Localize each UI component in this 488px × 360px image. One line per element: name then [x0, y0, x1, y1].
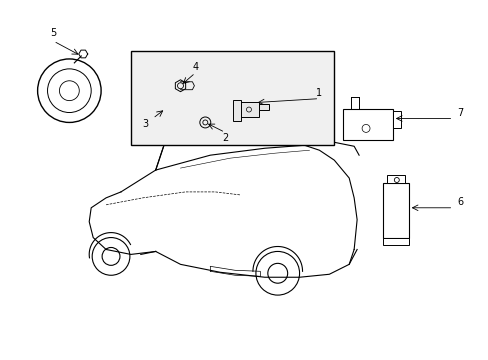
- Text: 2: 2: [222, 133, 228, 143]
- Text: 6: 6: [456, 197, 463, 207]
- Text: 1: 1: [316, 88, 322, 98]
- Text: 3: 3: [142, 120, 148, 130]
- Bar: [386, 175, 404, 183]
- Text: 4: 4: [192, 62, 198, 72]
- Bar: [131, 51, 334, 145]
- Bar: [382, 238, 408, 246]
- Text: 5: 5: [50, 28, 57, 38]
- Text: 7: 7: [456, 108, 463, 117]
- Bar: [233, 100, 241, 121]
- Bar: [343, 109, 392, 140]
- Bar: [382, 183, 408, 238]
- Bar: [392, 111, 400, 129]
- Bar: [237, 102, 258, 117]
- Bar: [258, 104, 268, 109]
